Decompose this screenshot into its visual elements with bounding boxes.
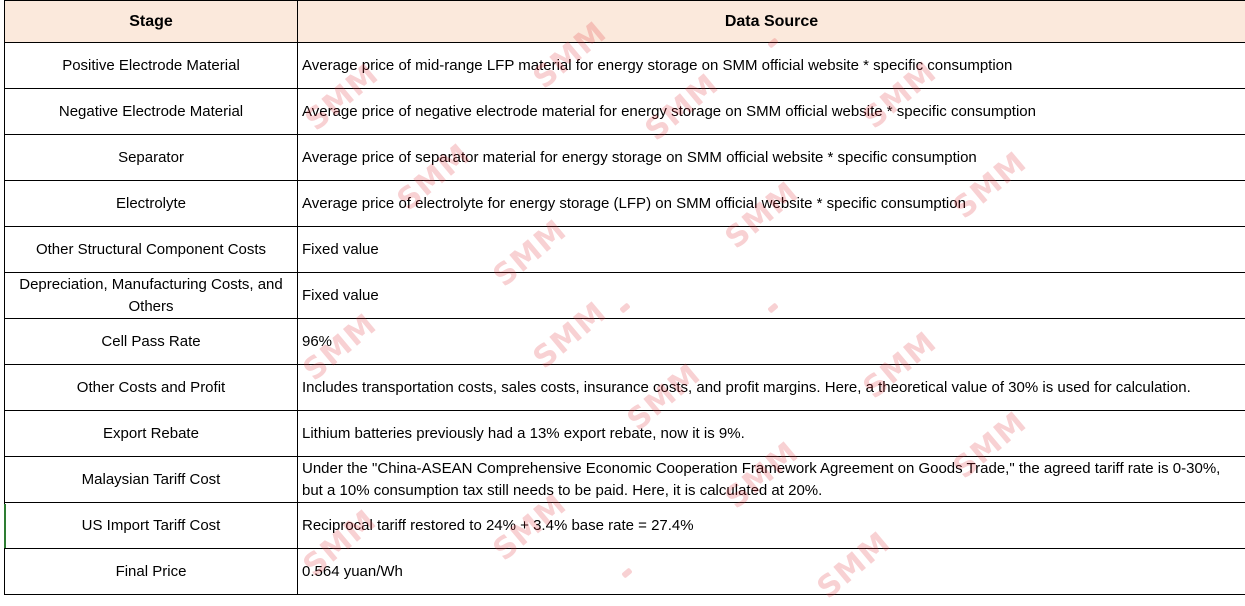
stage-cell: Malaysian Tariff Cost: [5, 457, 298, 503]
data-source-cell: Lithium batteries previously had a 13% e…: [298, 411, 1245, 457]
stage-cell: Depreciation, Manufacturing Costs, and O…: [5, 273, 298, 319]
table-row: Other Structural Component Costs Fixed v…: [5, 227, 1245, 273]
data-source-cell: 0.564 yuan/Wh: [298, 549, 1245, 595]
stage-cell: Export Rebate: [5, 411, 298, 457]
data-source-table: Stage Data Source Positive Electrode Mat…: [4, 0, 1245, 595]
header-data-source: Data Source: [298, 1, 1245, 43]
table-row: Positive Electrode Material Average pric…: [5, 43, 1245, 89]
stage-cell: Cell Pass Rate: [5, 319, 298, 365]
table-row: Depreciation, Manufacturing Costs, and O…: [5, 273, 1245, 319]
data-source-cell: 96%: [298, 319, 1245, 365]
table-row: Malaysian Tariff Cost Under the "China-A…: [5, 457, 1245, 503]
table-row: Electrolyte Average price of electrolyte…: [5, 181, 1245, 227]
data-source-cell: Reciprocal tariff restored to 24% + 3.4%…: [298, 503, 1245, 549]
data-source-cell: Average price of mid-range LFP material …: [298, 43, 1245, 89]
data-source-cell: Average price of electrolyte for energy …: [298, 181, 1245, 227]
table-row: Final Price 0.564 yuan/Wh: [5, 549, 1245, 595]
table-row: Negative Electrode Material Average pric…: [5, 89, 1245, 135]
data-source-cell: Fixed value: [298, 273, 1245, 319]
stage-cell: Other Costs and Profit: [5, 365, 298, 411]
table-row: US Import Tariff Cost Reciprocal tariff …: [5, 503, 1245, 549]
stage-cell: Final Price: [5, 549, 298, 595]
stage-cell: Electrolyte: [5, 181, 298, 227]
stage-cell: Negative Electrode Material: [5, 89, 298, 135]
selected-row-accent: [4, 504, 6, 548]
data-source-cell: Average price of negative electrode mate…: [298, 89, 1245, 135]
stage-cell: Positive Electrode Material: [5, 43, 298, 89]
data-source-table-sheet: Stage Data Source Positive Electrode Mat…: [4, 0, 1245, 595]
table-header-row: Stage Data Source: [5, 1, 1245, 43]
stage-cell: Other Structural Component Costs: [5, 227, 298, 273]
data-source-cell: Includes transportation costs, sales cos…: [298, 365, 1245, 411]
data-source-cell: Under the "China-ASEAN Comprehensive Eco…: [298, 457, 1245, 503]
table-row: Separator Average price of separator mat…: [5, 135, 1245, 181]
data-source-cell: Average price of separator material for …: [298, 135, 1245, 181]
table-row: Other Costs and Profit Includes transpor…: [5, 365, 1245, 411]
stage-cell: US Import Tariff Cost: [5, 503, 298, 549]
table-row: Export Rebate Lithium batteries previous…: [5, 411, 1245, 457]
stage-cell: Separator: [5, 135, 298, 181]
data-source-cell: Fixed value: [298, 227, 1245, 273]
header-stage: Stage: [5, 1, 298, 43]
table-row: Cell Pass Rate 96%: [5, 319, 1245, 365]
